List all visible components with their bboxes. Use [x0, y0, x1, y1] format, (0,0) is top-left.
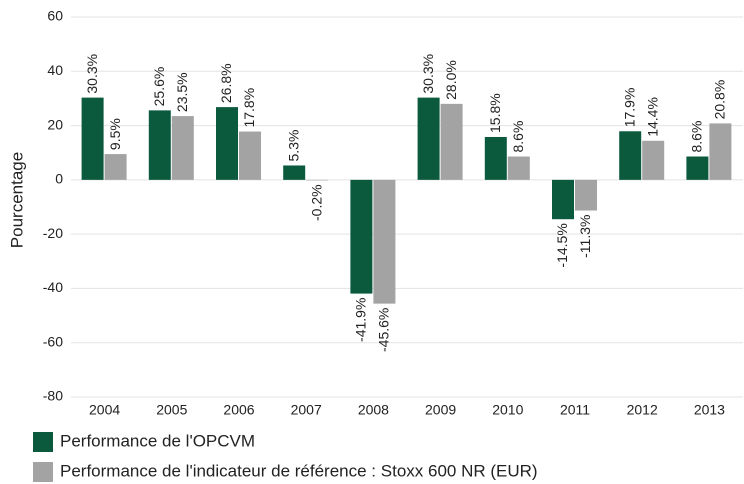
bar	[417, 97, 440, 180]
data-label: -45.6%	[376, 308, 392, 352]
bar	[171, 116, 194, 180]
y-tick-label: -60	[43, 333, 63, 349]
bar	[440, 103, 463, 180]
legend-label: Performance de l'indicateur de référence…	[60, 461, 538, 480]
bar	[709, 123, 732, 180]
x-tick-label: 2006	[223, 402, 254, 418]
x-tick-label: 2013	[694, 402, 725, 418]
legend-swatch	[33, 462, 53, 482]
x-tick-label: 2004	[89, 402, 120, 418]
data-label: 5.3%	[285, 130, 301, 162]
bar	[619, 131, 642, 180]
data-label: 8.6%	[510, 121, 526, 153]
bar	[686, 156, 709, 180]
legend-swatch	[33, 432, 53, 452]
data-label: 8.6%	[689, 121, 705, 153]
data-label: 26.8%	[218, 63, 234, 103]
data-label: 20.8%	[712, 80, 728, 120]
x-tick-label: 2012	[627, 402, 658, 418]
x-tick-label: 2005	[156, 402, 187, 418]
data-label: -14.5%	[554, 223, 570, 267]
bar	[552, 179, 574, 220]
bar	[484, 136, 507, 180]
legend: Performance de l'OPCVM Performance de l'i…	[33, 431, 538, 482]
bar	[283, 165, 306, 180]
data-label: 15.8%	[487, 93, 503, 133]
data-label: 9.5%	[107, 118, 123, 150]
y-tick-label: 40	[47, 62, 63, 78]
data-label: -41.9%	[353, 298, 369, 342]
data-label: 14.4%	[644, 97, 660, 137]
data-label: 28.0%	[443, 60, 459, 100]
data-label: 30.3%	[84, 54, 100, 94]
bar	[575, 179, 597, 211]
data-label: 17.8%	[241, 88, 257, 128]
bar	[216, 107, 238, 180]
y-tick-label: -20	[43, 225, 63, 241]
data-label: 23.5%	[174, 72, 190, 112]
data-label: 17.9%	[621, 88, 637, 128]
bar	[148, 110, 171, 180]
legend-label: Performance de l'OPCVM	[60, 431, 255, 450]
y-tick-label: 60	[47, 8, 63, 24]
bar	[81, 97, 104, 180]
x-tick-label: 2007	[291, 402, 322, 418]
bar	[350, 179, 373, 294]
bar	[104, 154, 127, 180]
x-tick-label: 2009	[425, 402, 456, 418]
y-tick-label: -80	[43, 388, 63, 404]
bar	[642, 140, 665, 180]
y-tick-label: -40	[43, 279, 63, 295]
bar	[239, 131, 261, 180]
bar	[306, 179, 329, 181]
data-label: 30.3%	[420, 54, 436, 94]
x-tick-label: 2010	[492, 402, 523, 418]
data-label: 25.6%	[151, 67, 167, 107]
y-tick-label: 20	[47, 116, 63, 132]
bar	[507, 156, 530, 180]
y-tick-label: 0	[55, 171, 63, 187]
bar	[373, 179, 396, 304]
y-axis-label: Pourcentage	[7, 152, 26, 248]
data-label: -11.3%	[577, 215, 593, 258]
data-label: -0.2%	[308, 184, 324, 221]
x-tick-label: 2008	[358, 402, 389, 418]
x-tick-label: 2011	[560, 402, 590, 418]
